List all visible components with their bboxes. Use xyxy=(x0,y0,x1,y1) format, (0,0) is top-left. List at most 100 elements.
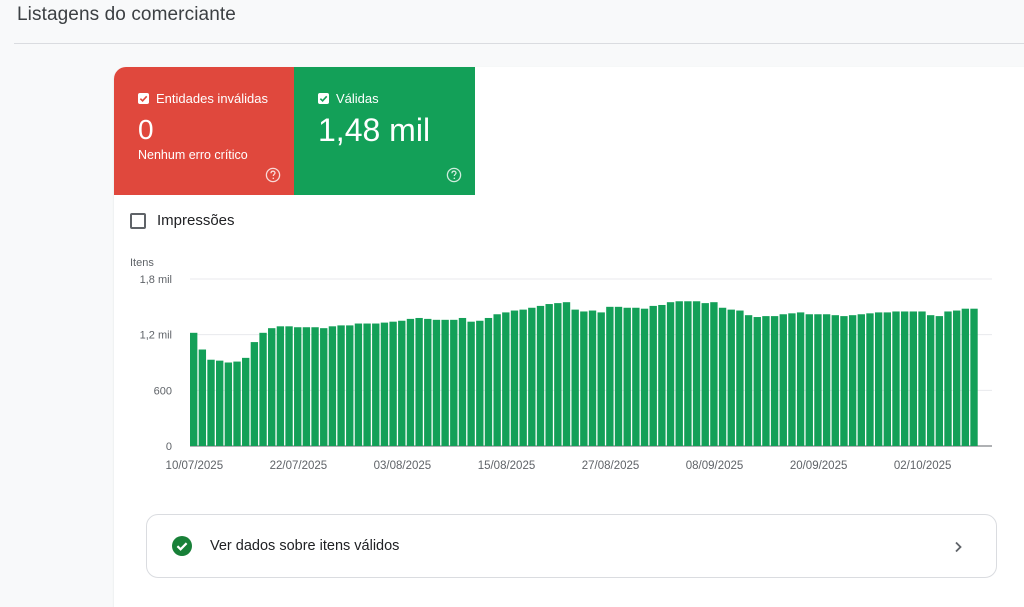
bar[interactable] xyxy=(926,315,935,446)
bar[interactable] xyxy=(536,305,545,446)
bar[interactable] xyxy=(632,307,640,446)
bar[interactable] xyxy=(519,309,527,446)
bar[interactable] xyxy=(276,326,285,446)
bar[interactable] xyxy=(198,349,207,446)
bar[interactable] xyxy=(857,314,865,446)
bar[interactable] xyxy=(814,314,822,446)
bar[interactable] xyxy=(935,316,944,446)
bar[interactable] xyxy=(268,328,276,446)
bar[interactable] xyxy=(701,303,709,446)
bar[interactable] xyxy=(944,311,952,446)
bar[interactable] xyxy=(294,327,302,446)
bar[interactable] xyxy=(311,327,319,446)
bar[interactable] xyxy=(415,317,423,446)
bar[interactable] xyxy=(372,323,380,446)
bar[interactable] xyxy=(640,308,649,446)
bar[interactable] xyxy=(320,328,328,446)
bar[interactable] xyxy=(571,309,579,446)
bar[interactable] xyxy=(736,310,744,446)
bar[interactable] xyxy=(250,342,259,446)
bar[interactable] xyxy=(805,314,813,446)
bar[interactable] xyxy=(623,307,631,446)
bar[interactable] xyxy=(606,306,614,446)
bar[interactable] xyxy=(952,310,961,446)
bar[interactable] xyxy=(285,326,293,446)
bar[interactable] xyxy=(389,321,397,446)
bar[interactable] xyxy=(727,309,735,446)
bar[interactable] xyxy=(233,361,241,446)
bar[interactable] xyxy=(909,311,918,446)
bar[interactable] xyxy=(346,325,354,446)
bar[interactable] xyxy=(779,314,787,446)
bar[interactable] xyxy=(450,319,458,446)
bar[interactable] xyxy=(441,319,449,446)
bar[interactable] xyxy=(831,315,839,446)
bar[interactable] xyxy=(866,313,874,446)
help-icon[interactable] xyxy=(446,167,462,183)
bar[interactable] xyxy=(190,332,198,446)
bar[interactable] xyxy=(614,306,623,446)
bar[interactable] xyxy=(961,308,970,446)
bar[interactable] xyxy=(762,316,770,446)
bar[interactable] xyxy=(753,317,761,446)
bar[interactable] xyxy=(363,323,371,446)
bar[interactable] xyxy=(770,316,779,446)
bar[interactable] xyxy=(528,307,536,446)
bar[interactable] xyxy=(822,314,831,446)
bar[interactable] xyxy=(580,311,588,446)
view-valid-items-link[interactable]: Ver dados sobre itens válidos xyxy=(146,514,997,578)
bar[interactable] xyxy=(588,310,597,446)
checkbox-checked-icon[interactable] xyxy=(138,93,149,104)
bar[interactable] xyxy=(788,313,796,446)
bar[interactable] xyxy=(406,318,415,446)
bar[interactable] xyxy=(649,305,657,446)
bar[interactable] xyxy=(710,302,718,446)
bar[interactable] xyxy=(892,311,900,446)
bar[interactable] xyxy=(224,362,233,447)
bar[interactable] xyxy=(692,301,701,446)
checkbox-checked-icon[interactable] xyxy=(318,93,329,104)
bar[interactable] xyxy=(554,303,562,446)
bar[interactable] xyxy=(900,311,909,446)
bar[interactable] xyxy=(675,301,683,446)
bar[interactable] xyxy=(597,312,605,446)
bar[interactable] xyxy=(796,312,805,446)
invalid-entities-tile[interactable]: Entidades inválidas 0 Nenhum erro crític… xyxy=(114,67,294,195)
bar[interactable] xyxy=(658,304,666,446)
bar[interactable] xyxy=(216,360,224,446)
bar[interactable] xyxy=(510,310,519,446)
bar[interactable] xyxy=(458,317,467,446)
bar[interactable] xyxy=(432,319,441,446)
bar[interactable] xyxy=(467,321,475,446)
checkbox-unchecked-icon[interactable] xyxy=(130,212,146,229)
bar[interactable] xyxy=(380,322,389,446)
bar[interactable] xyxy=(354,323,363,446)
bar[interactable] xyxy=(883,312,891,446)
bar[interactable] xyxy=(242,357,250,446)
bar[interactable] xyxy=(502,312,510,446)
bar[interactable] xyxy=(684,301,692,446)
bar[interactable] xyxy=(562,302,571,446)
bar[interactable] xyxy=(207,359,215,446)
valid-tile[interactable]: Válidas 1,48 mil xyxy=(294,67,475,195)
bar[interactable] xyxy=(493,314,501,446)
bar[interactable] xyxy=(848,315,857,446)
bar[interactable] xyxy=(666,302,675,446)
impressions-toggle[interactable]: Impressões xyxy=(130,212,235,229)
help-icon[interactable] xyxy=(265,167,281,183)
bar[interactable] xyxy=(424,318,432,446)
bar[interactable] xyxy=(476,320,484,446)
bar[interactable] xyxy=(874,312,883,446)
bar[interactable] xyxy=(545,304,553,446)
bar[interactable] xyxy=(398,320,406,446)
bar[interactable] xyxy=(337,325,345,446)
bar[interactable] xyxy=(744,315,753,446)
bar[interactable] xyxy=(718,307,727,446)
bar[interactable] xyxy=(259,332,267,446)
bar[interactable] xyxy=(302,327,311,446)
bar[interactable] xyxy=(918,311,926,446)
bar[interactable] xyxy=(970,308,978,446)
bar[interactable] xyxy=(484,317,493,446)
bar[interactable] xyxy=(840,316,848,446)
bar[interactable] xyxy=(328,326,337,446)
